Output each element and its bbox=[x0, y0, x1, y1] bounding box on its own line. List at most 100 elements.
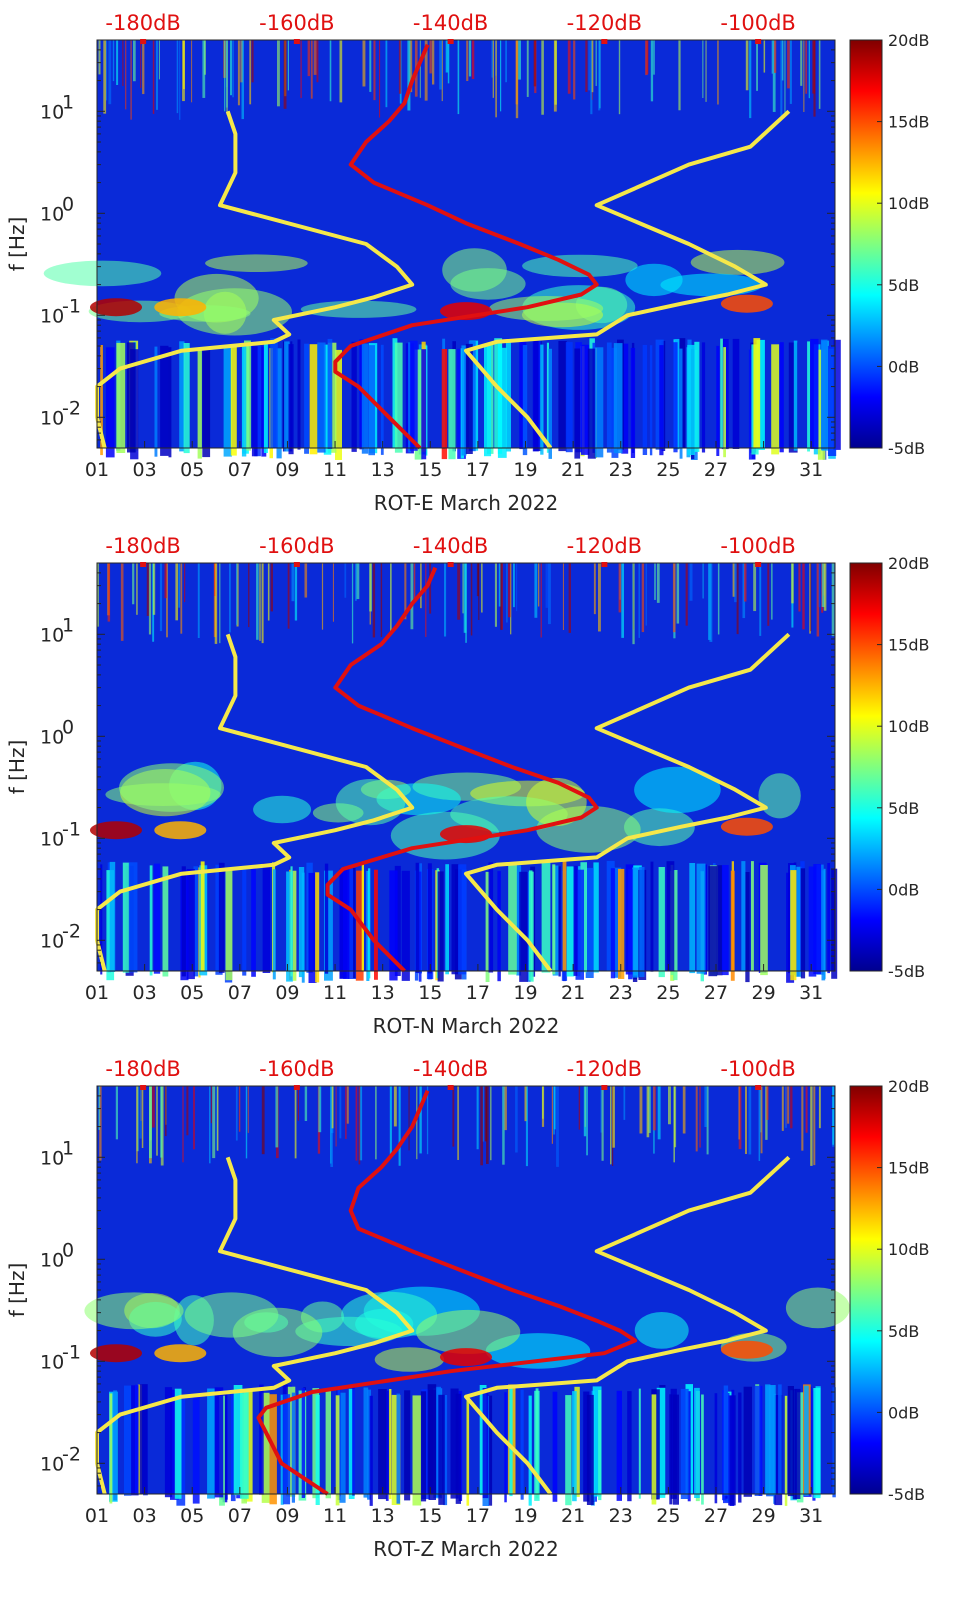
x-tick-label: 23 bbox=[609, 459, 633, 481]
x-tick-label: 17 bbox=[466, 982, 490, 1004]
y-tick-exponent: 1 bbox=[62, 91, 74, 113]
noise-model-high-curve bbox=[464, 1155, 791, 1496]
psd-median-curve bbox=[256, 1089, 638, 1496]
colorbar-tick-label: 10dB bbox=[888, 194, 930, 213]
x-tick-label: 27 bbox=[704, 459, 728, 481]
colorbar-tick-label: 10dB bbox=[888, 1240, 930, 1259]
x-tick-label: 23 bbox=[609, 1505, 633, 1527]
colorbar bbox=[849, 1085, 883, 1495]
y-tick-label: 10 bbox=[40, 930, 64, 952]
y-tick-exponent: -1 bbox=[62, 295, 81, 317]
x-tick-label: 25 bbox=[656, 459, 680, 481]
x-tick-label: 03 bbox=[133, 459, 157, 481]
top-db-tick-mark bbox=[755, 1085, 762, 1090]
colorbar-tick-label: 15dB bbox=[888, 113, 930, 132]
top-db-tick-label: -100dB bbox=[720, 11, 795, 35]
y-tick-exponent: 1 bbox=[62, 1137, 74, 1159]
y-tick-label: 10 bbox=[40, 101, 64, 123]
top-db-tick-mark bbox=[601, 39, 608, 44]
psd-median-curve bbox=[325, 566, 599, 973]
x-tick-label: 03 bbox=[133, 1505, 157, 1527]
x-tick-label: 19 bbox=[513, 982, 537, 1004]
x-tick-label: 27 bbox=[704, 1505, 728, 1527]
colorbar-tick-label: 15dB bbox=[888, 636, 930, 655]
x-tick-label: 15 bbox=[418, 1505, 442, 1527]
x-tick-label: 11 bbox=[323, 459, 347, 481]
x-tick-label: 09 bbox=[275, 459, 299, 481]
x-tick-label: 07 bbox=[228, 982, 252, 1004]
top-db-tick-label: -160dB bbox=[259, 11, 334, 35]
x-tick-label: 15 bbox=[418, 982, 442, 1004]
y-tick-exponent: 0 bbox=[62, 193, 74, 215]
x-tick-label: 01 bbox=[85, 1505, 109, 1527]
y-axis-label: f [Hz] bbox=[5, 217, 29, 272]
y-tick-label: 10 bbox=[40, 407, 64, 429]
psd-median-curve bbox=[333, 43, 599, 450]
top-db-tick-mark bbox=[447, 562, 454, 567]
x-tick-label: 21 bbox=[561, 1505, 585, 1527]
x-tick-label: 05 bbox=[180, 982, 204, 1004]
x-tick-label: 01 bbox=[85, 982, 109, 1004]
x-tick-label: 09 bbox=[275, 982, 299, 1004]
y-tick-exponent: 0 bbox=[62, 1239, 74, 1261]
y-tick-label: 10 bbox=[40, 726, 64, 748]
x-tick-label: 31 bbox=[799, 982, 823, 1004]
y-tick-exponent: 0 bbox=[62, 716, 74, 738]
x-tick-label: 19 bbox=[513, 459, 537, 481]
top-db-tick-label: -100dB bbox=[720, 1057, 795, 1081]
colorbar-tick-label: 5dB bbox=[888, 1322, 919, 1341]
top-db-tick-mark bbox=[755, 39, 762, 44]
x-tick-label: 17 bbox=[466, 459, 490, 481]
colorbar bbox=[849, 39, 883, 449]
y-tick-label: 10 bbox=[40, 1453, 64, 1475]
y-tick-label: 10 bbox=[40, 828, 64, 850]
y-tick-exponent: -2 bbox=[62, 920, 81, 942]
psd-curves bbox=[95, 566, 791, 973]
top-db-tick-mark bbox=[293, 39, 300, 44]
y-tick-exponent: -2 bbox=[62, 1443, 81, 1465]
colorbar-tick-label: 20dB bbox=[888, 554, 930, 573]
noise-model-low-curve bbox=[95, 110, 415, 449]
top-db-tick-mark bbox=[447, 39, 454, 44]
x-tick-label: 31 bbox=[799, 1505, 823, 1527]
y-tick-label: 10 bbox=[40, 305, 64, 327]
spectrogram-texture bbox=[90, 563, 838, 983]
colorbar-tick-label: 15dB bbox=[888, 1159, 930, 1178]
x-tick-label: 01 bbox=[85, 459, 109, 481]
x-axis-label: ROT-N March 2022 bbox=[373, 1014, 560, 1038]
x-tick-label: 21 bbox=[561, 459, 585, 481]
y-tick-label: 10 bbox=[40, 1249, 64, 1271]
colorbar-tick-label: 10dB bbox=[888, 717, 930, 736]
y-tick-label: 10 bbox=[40, 1351, 64, 1373]
top-db-tick-mark bbox=[140, 562, 147, 567]
x-tick-label: 15 bbox=[418, 459, 442, 481]
top-db-tick-label: -160dB bbox=[259, 1057, 334, 1081]
top-db-tick-mark bbox=[293, 1085, 300, 1090]
top-db-tick-label: -160dB bbox=[259, 534, 334, 558]
colorbar bbox=[849, 562, 883, 972]
colorbar-tick-label: 20dB bbox=[888, 31, 930, 50]
x-tick-label: 31 bbox=[799, 459, 823, 481]
top-db-tick-label: -120dB bbox=[567, 1057, 642, 1081]
x-tick-label: 11 bbox=[323, 982, 347, 1004]
x-tick-label: 09 bbox=[275, 1505, 299, 1527]
top-db-tick-label: -100dB bbox=[720, 534, 795, 558]
y-tick-label: 10 bbox=[40, 203, 64, 225]
top-db-tick-mark bbox=[755, 562, 762, 567]
colorbar-tick-label: -5dB bbox=[888, 1485, 925, 1504]
y-axis-label: f [Hz] bbox=[5, 1263, 29, 1318]
top-db-tick-label: -120dB bbox=[567, 534, 642, 558]
x-tick-label: 13 bbox=[371, 459, 395, 481]
x-tick-label: 21 bbox=[561, 982, 585, 1004]
y-tick-label: 10 bbox=[40, 1147, 64, 1169]
noise-model-high-curve bbox=[464, 109, 791, 450]
top-db-tick-mark bbox=[601, 562, 608, 567]
top-db-tick-label: -140dB bbox=[413, 534, 488, 558]
top-db-tick-label: -140dB bbox=[413, 1057, 488, 1081]
colorbar-tick-label: 0dB bbox=[888, 1403, 919, 1422]
x-tick-label: 19 bbox=[513, 1505, 537, 1527]
x-tick-label: 29 bbox=[751, 459, 775, 481]
